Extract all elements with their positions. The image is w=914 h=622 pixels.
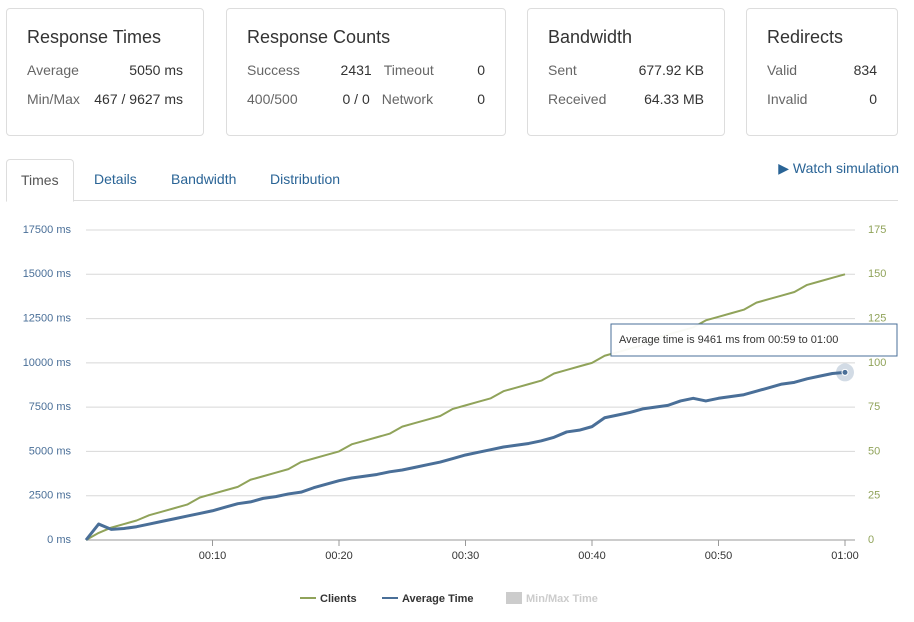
x-tick-label: 00:20	[325, 550, 353, 562]
legend-label[interactable]: Clients	[320, 593, 357, 605]
y2-tick-label: 100	[868, 357, 886, 369]
y-tick-label: 7500 ms	[29, 401, 72, 413]
x-tick-label: 01:00	[831, 550, 859, 562]
y2-tick-label: 75	[868, 401, 880, 413]
stat-card: Response Counts Success 2431 Timeout 0 400/50…	[226, 8, 506, 136]
y2-tick-label: 150	[868, 268, 886, 280]
y-tick-label: 0 ms	[47, 534, 71, 546]
stat-label: Average	[27, 62, 79, 78]
stat-card: Bandwidth Sent 677.92 KB Received 64.33 MB	[527, 8, 725, 136]
x-tick-label: 00:30	[452, 550, 480, 562]
legend-swatch	[506, 592, 522, 604]
stat-value: 64.33 MB	[644, 91, 704, 107]
card-title: Response Times	[27, 27, 162, 47]
tab[interactable]: Bandwidth	[171, 171, 237, 187]
watch-label[interactable]: Watch simulation	[792, 160, 899, 176]
stat-label: Network	[381, 91, 434, 107]
card-title: Redirects	[767, 27, 844, 47]
x-tick-label: 00:10	[199, 550, 227, 562]
stat-label: Success	[247, 62, 300, 78]
stat-card: Response Times Average 5050 ms Min/Max 467 /…	[6, 8, 204, 136]
tab[interactable]: Distribution	[270, 171, 341, 187]
y-tick-label: 17500 ms	[23, 224, 72, 236]
legend-label[interactable]: Min/Max Time	[526, 593, 598, 605]
tab[interactable]: Details	[94, 171, 137, 187]
y-tick-label: 2500 ms	[29, 490, 72, 502]
x-tick-label: 00:50	[705, 550, 733, 562]
legend-label[interactable]: Average Time	[402, 593, 474, 605]
y2-tick-label: 175	[868, 224, 886, 236]
stat-value: 677.92 KB	[638, 62, 704, 78]
stat-row: Valid 834	[767, 62, 877, 78]
stat-row: Success 2431 Timeout 0	[247, 62, 485, 78]
y-tick-label: 12500 ms	[23, 312, 72, 324]
stat-value: 0	[869, 91, 877, 107]
y-tick-label: 15000 ms	[23, 268, 72, 280]
spacer	[370, 91, 382, 107]
stat-row: 400/500 0 / 0 Network 0	[247, 91, 485, 107]
stat-label: Valid	[767, 62, 798, 78]
stat-label: 400/500	[247, 91, 298, 107]
tooltip-box	[610, 323, 898, 357]
series-line	[85, 273, 846, 541]
y2-tick-label: 25	[868, 490, 880, 502]
stat-row: Invalid 0	[767, 91, 877, 107]
tab[interactable]: Times	[6, 159, 74, 202]
card-title: Bandwidth	[548, 27, 633, 47]
hover-point	[841, 368, 849, 376]
stat-value: 0	[477, 62, 486, 78]
y-tick-label: 5000 ms	[29, 445, 72, 457]
stat-label: Received	[548, 91, 607, 107]
y2-tick-label: 125	[868, 312, 886, 324]
stat-row: Sent 677.92 KB	[548, 62, 704, 78]
watch-link[interactable]: ▶ Watch simulation	[778, 160, 899, 176]
stat-value: 0 / 0	[342, 91, 370, 107]
series-line	[84, 370, 846, 541]
y2-tick-label: 50	[868, 445, 880, 457]
stat-label: Timeout	[383, 62, 434, 78]
stat-value: 0	[477, 91, 486, 107]
stat-label: Sent	[548, 62, 577, 78]
y-tick-label: 10000 ms	[23, 357, 72, 369]
stat-value: 467 / 9627 ms	[94, 91, 183, 107]
stat-row: Average 5050 ms	[27, 62, 183, 78]
x-tick-label: 00:40	[578, 550, 606, 562]
card-title: Response Counts	[247, 27, 391, 47]
spacer	[372, 62, 384, 78]
stat-value: 5050 ms	[129, 62, 183, 78]
stat-label: Invalid	[767, 91, 808, 107]
stat-row: Min/Max 467 / 9627 ms	[27, 91, 183, 107]
stat-row: Received 64.33 MB	[548, 91, 704, 107]
stat-card: Redirects Valid 834 Invalid 0	[746, 8, 898, 136]
stat-value: 834	[853, 62, 877, 78]
y2-tick-label: 0	[868, 534, 874, 546]
tooltip-text: Average time is 9461 ms from 00:59 to 01…	[619, 334, 838, 346]
stat-label: Min/Max	[27, 91, 80, 107]
chart: 0 ms 2500 ms 5000 ms 7500 ms 10000 ms 12500 m…	[23, 224, 898, 605]
stat-value: 2431	[340, 62, 372, 78]
tabs: Times Details Bandwidth Distribution	[6, 159, 898, 202]
